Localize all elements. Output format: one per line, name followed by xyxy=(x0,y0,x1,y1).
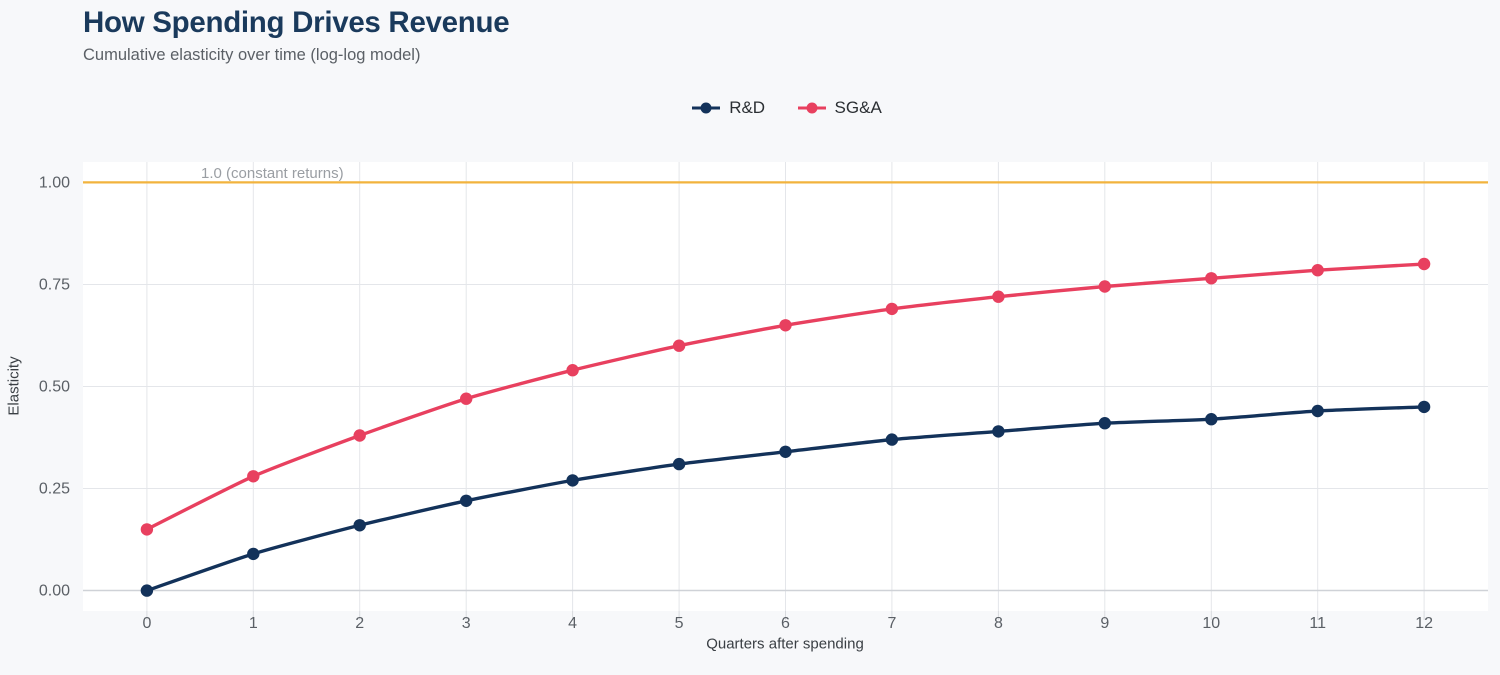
svg-text:2: 2 xyxy=(355,615,364,632)
svg-text:7: 7 xyxy=(887,615,896,632)
svg-text:9: 9 xyxy=(1100,615,1109,632)
svg-text:0.50: 0.50 xyxy=(39,379,70,396)
svg-text:0.00: 0.00 xyxy=(39,583,70,600)
svg-text:1.00: 1.00 xyxy=(39,174,70,191)
svg-text:6: 6 xyxy=(781,615,790,632)
svg-text:5: 5 xyxy=(675,615,684,632)
svg-text:8: 8 xyxy=(994,615,1003,632)
svg-text:0.75: 0.75 xyxy=(39,277,70,294)
svg-text:3: 3 xyxy=(462,615,471,632)
svg-text:4: 4 xyxy=(568,615,577,632)
svg-text:0: 0 xyxy=(142,615,151,632)
svg-text:1: 1 xyxy=(249,615,258,632)
svg-text:0.25: 0.25 xyxy=(39,481,70,498)
svg-text:12: 12 xyxy=(1415,615,1433,632)
svg-text:10: 10 xyxy=(1202,615,1220,632)
svg-text:1.0 (constant returns): 1.0 (constant returns) xyxy=(201,165,344,182)
svg-text:11: 11 xyxy=(1309,615,1326,632)
